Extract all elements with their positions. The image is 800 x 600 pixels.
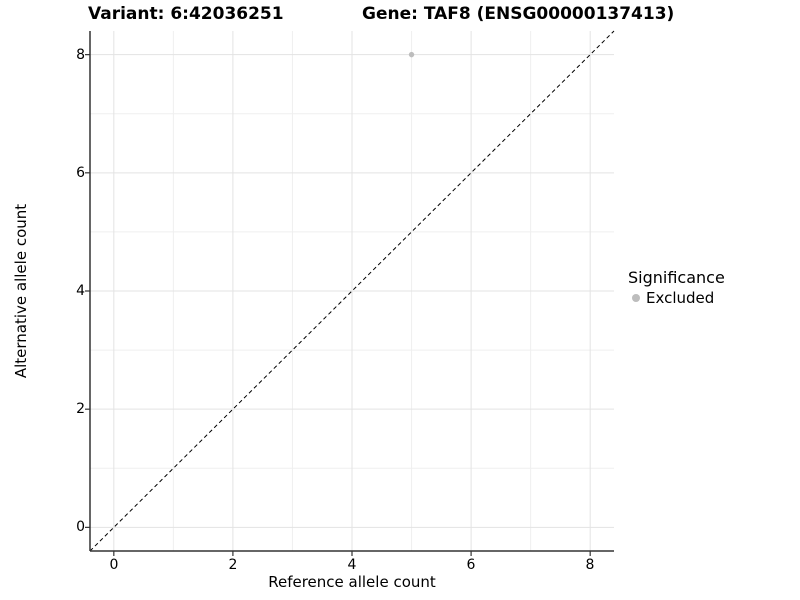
x-tick-label-6: 6 bbox=[466, 557, 476, 573]
legend-item-label: Excluded bbox=[646, 289, 715, 307]
y-tick-label-4: 4 bbox=[76, 283, 85, 299]
y-tick-label-8: 8 bbox=[76, 47, 85, 63]
x-tick-label-0: 0 bbox=[109, 557, 119, 573]
y-axis-title: Alternative allele count bbox=[12, 203, 30, 379]
plot-title-gene: Gene: TAF8 (ENSG00000137413) bbox=[362, 4, 675, 24]
legend-point-swatch-icon bbox=[632, 294, 640, 302]
x-tick-label-2: 2 bbox=[228, 557, 238, 573]
x-tick-label-8: 8 bbox=[585, 557, 595, 573]
legend-item-excluded: Excluded bbox=[628, 289, 725, 307]
plot-title-variant: Variant: 6:42036251 bbox=[88, 4, 284, 24]
x-tick-label-4: 4 bbox=[347, 557, 357, 573]
y-tick-label-2: 2 bbox=[76, 401, 85, 417]
y-tick-label-6: 6 bbox=[76, 165, 85, 181]
data-point bbox=[408, 51, 415, 58]
legend-title: Significance bbox=[628, 268, 725, 287]
legend: Significance Excluded bbox=[628, 268, 725, 307]
y-tick-label-0: 0 bbox=[76, 519, 85, 535]
x-axis-title: Reference allele count bbox=[268, 573, 436, 591]
